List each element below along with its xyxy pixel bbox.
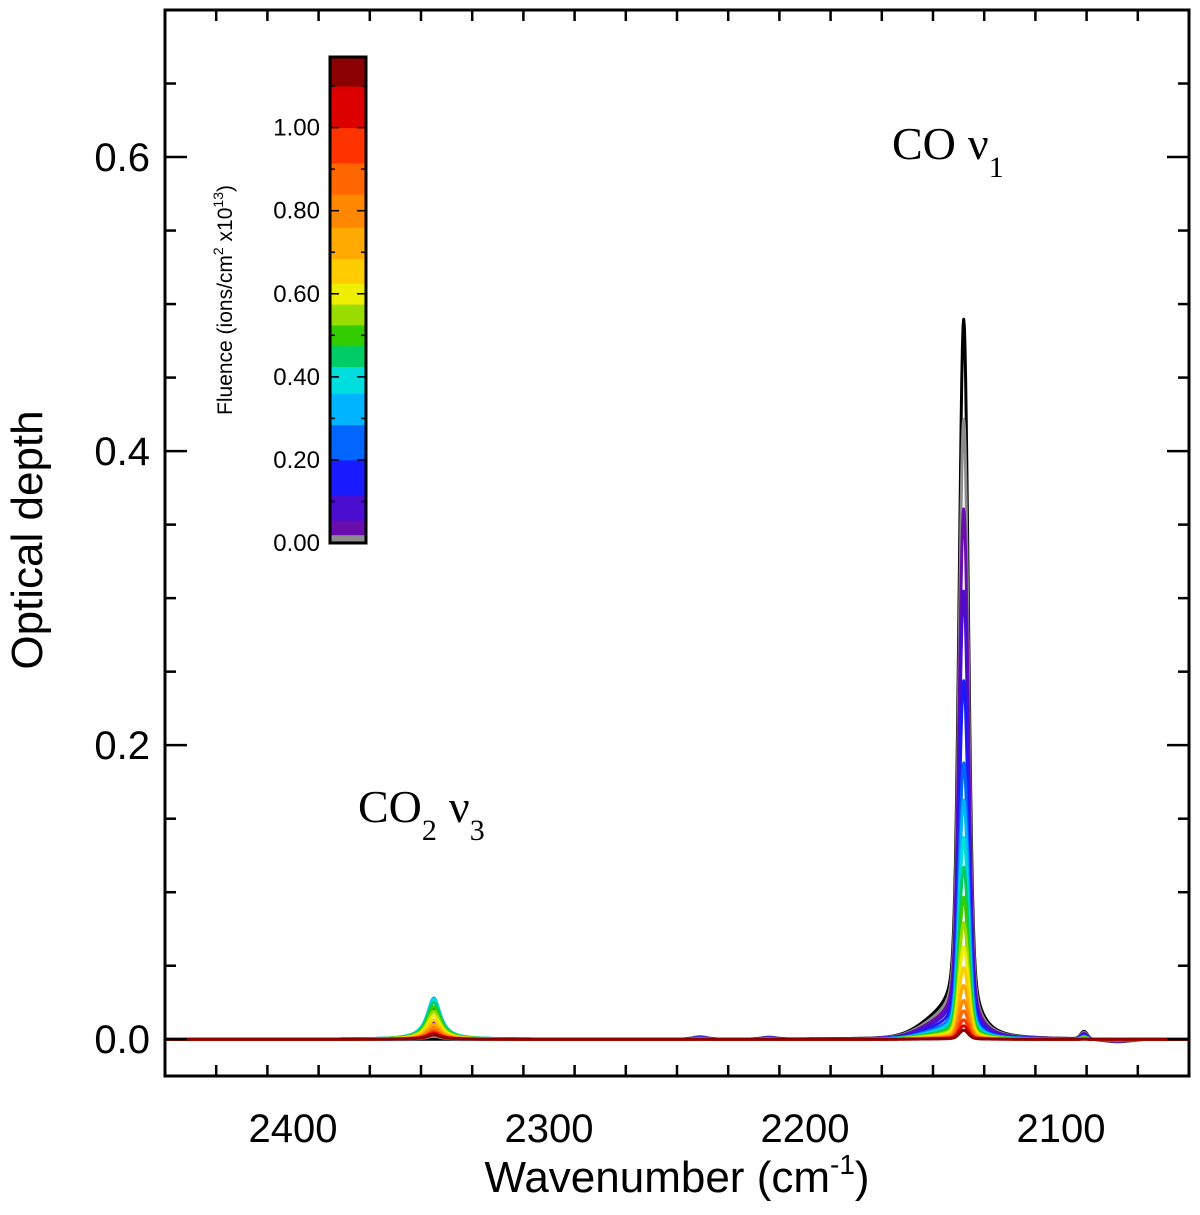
y-tick-label: 0.0 <box>94 1018 150 1062</box>
x-tick-label: 2400 <box>249 1107 338 1151</box>
colorbar-swatch <box>330 57 366 87</box>
co2-nu3-annotation: CO2 ν3 <box>358 781 485 847</box>
y-axis-title: Optical depth <box>3 410 52 669</box>
colorbar-tick-labels: 0.00 0.20 0.40 0.60 0.80 1.00 <box>273 115 320 557</box>
colorbar-swatch <box>330 227 366 259</box>
colorbar-tick-label: 1.00 <box>273 115 320 142</box>
spectrum-curve <box>165 507 1189 1043</box>
colorbar-swatch <box>330 495 366 521</box>
colorbar-swatch <box>330 393 366 426</box>
colorbar-frame <box>328 55 368 545</box>
spectrum-curve <box>165 865 1189 1042</box>
colorbar-tick-label: 0.60 <box>273 281 320 308</box>
spectrum-curve <box>165 895 1189 1042</box>
x-axis-title: Wavenumber (cm-1) <box>484 1149 869 1202</box>
colorbar-tick-marks <box>330 85 366 544</box>
colorbar-swatch <box>330 127 366 164</box>
spectrum-curve <box>165 983 1189 1041</box>
colorbar-tick-label: 0.40 <box>273 364 320 391</box>
colorbar-swatch <box>330 324 366 347</box>
spectrum-curve <box>165 417 1189 1043</box>
series-group <box>165 317 1189 1044</box>
tick-marks <box>163 10 1191 1076</box>
spectrum-curve <box>165 679 1189 1042</box>
colorbar-tick-label: 0.80 <box>273 198 320 225</box>
spectrum-curve <box>165 1009 1189 1041</box>
x-tick-labels: 2400 2300 2200 2100 <box>249 1107 1106 1151</box>
colorbar-tick-label: 0.00 <box>273 530 320 557</box>
y-tick-label: 0.2 <box>94 724 150 768</box>
colorbar-swatch <box>330 283 366 305</box>
colorbar-swatch <box>330 520 366 536</box>
colorbar-swatch <box>330 162 366 195</box>
x-tick-label: 2100 <box>1017 1107 1106 1151</box>
x-tick-label: 2300 <box>505 1107 594 1151</box>
spectrum-curve <box>165 998 1189 1041</box>
fluence-colorbar <box>330 57 366 544</box>
spectrum-curve <box>165 1028 1189 1041</box>
spectrum-curve <box>165 589 1189 1043</box>
spectrum-curve <box>165 317 1189 1044</box>
colorbar-title: Fluence (ions/cm2 x1013) <box>210 185 237 415</box>
y-tick-labels: 0.0 0.2 0.4 0.6 <box>94 136 150 1062</box>
spectrum-curve <box>165 761 1189 1042</box>
spectrum-curve <box>165 966 1189 1041</box>
co-nu1-annotation: CO ν1 <box>892 118 1004 184</box>
y-tick-label: 0.6 <box>94 136 150 180</box>
spectrum-curve <box>165 921 1189 1042</box>
colorbar-swatch <box>330 459 366 496</box>
y-tick-label: 0.4 <box>94 430 150 474</box>
colorbar-swatch <box>330 304 366 326</box>
spectrum-curve <box>165 945 1189 1042</box>
colorbar-swatch <box>330 345 366 367</box>
colorbar-swatch <box>330 86 366 129</box>
colorbar-swatch <box>330 366 366 394</box>
spectrum-curve <box>165 836 1189 1042</box>
colorbar-swatch <box>330 534 366 542</box>
colorbar-tick-label: 0.20 <box>273 447 320 474</box>
spectrum-curve <box>165 798 1189 1042</box>
colorbar-swatch <box>330 424 366 461</box>
colorbar-swatch <box>330 258 366 284</box>
x-tick-label: 2200 <box>761 1107 850 1151</box>
